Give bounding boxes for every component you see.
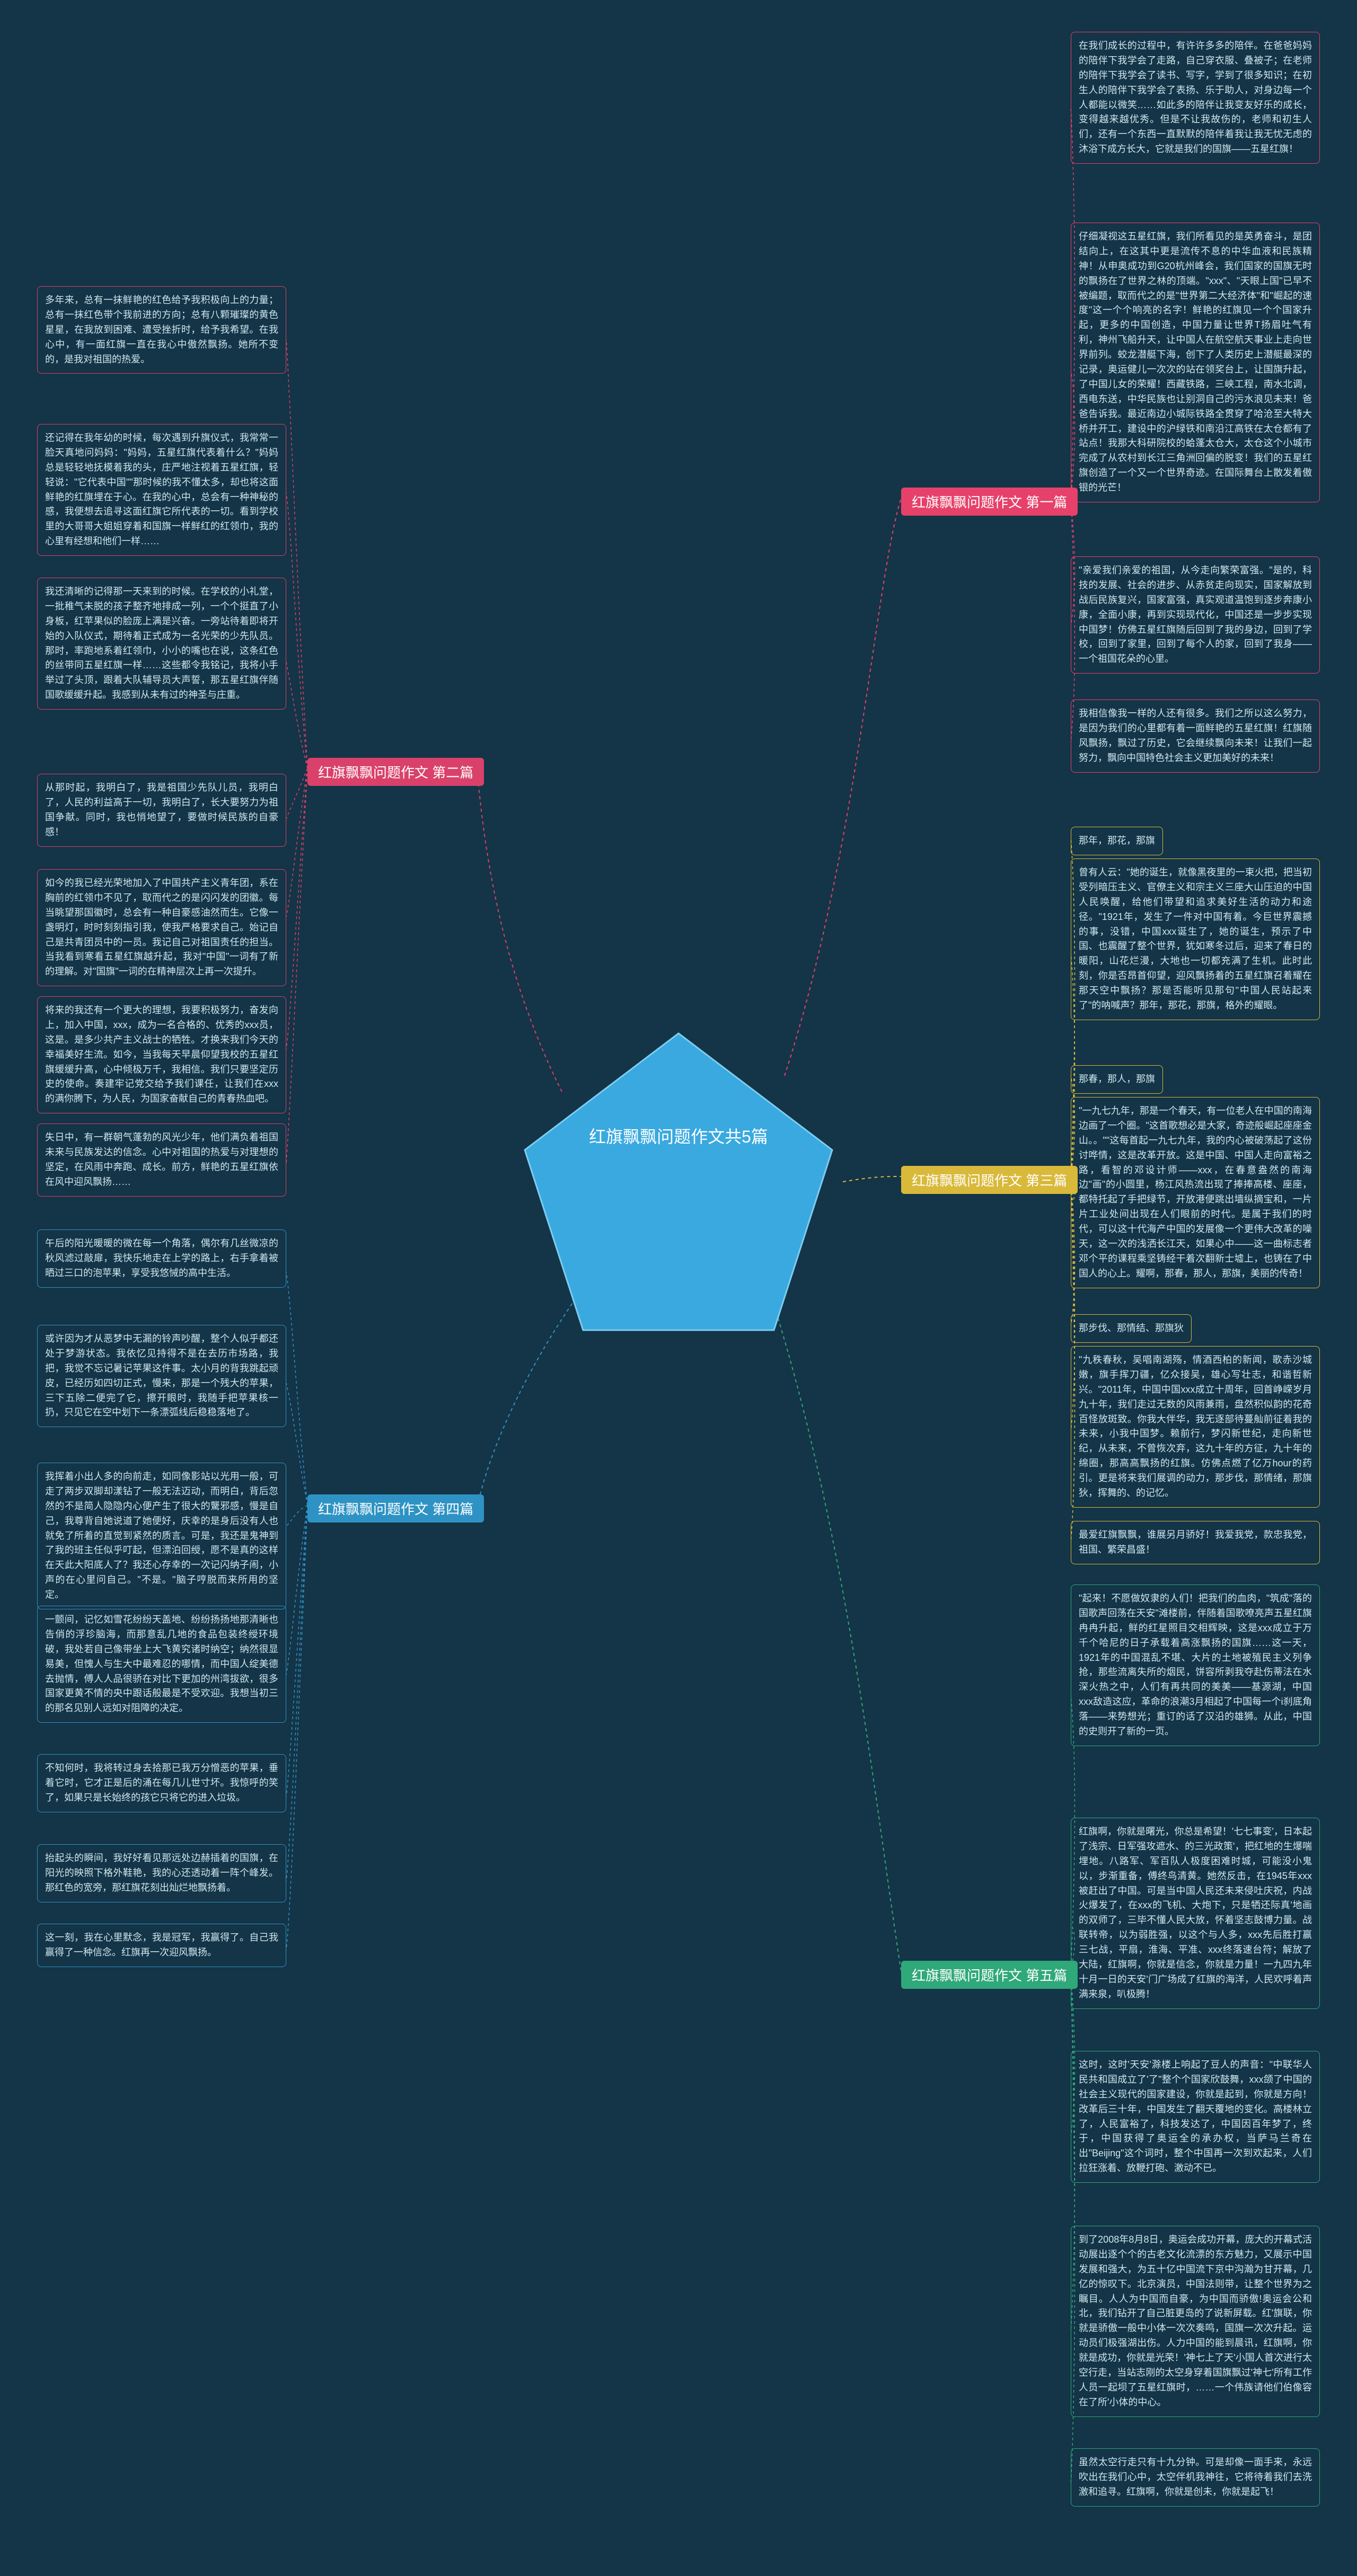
central-node-label: 红旗飘飘问题作文共5篇 [509, 1123, 848, 1148]
note-b4-5: 抬起头的瞬间，我好好看见那远处边赫插着的国旗，在阳光的映照下格外鞋艳，我的心还透… [37, 1844, 286, 1902]
note-b3-2: 那春，那人，那旗 [1071, 1065, 1163, 1094]
note-b5-2: 这时，这时'天安'滁楼上响起了豆人的声音："中联华人民共和国成立了'了"整个个国… [1071, 2051, 1320, 2183]
note-b1-0: 在我们成长的过程中，有许许多多的陪伴。在爸爸妈妈的陪伴下我学会了走路，自己穿衣服… [1071, 32, 1320, 164]
note-b3-3: "一九七九年，那是一个春天，有一位老人在中国的南海边画了一个圈。"这首歌想必是大… [1071, 1097, 1320, 1288]
branch-node-1[interactable]: 红旗飘飘问题作文 第一篇 [901, 488, 1078, 516]
branch-node-4[interactable]: 红旗飘飘问题作文 第四篇 [307, 1494, 484, 1522]
note-b2-2: 我还清晰的记得那一天来到的时候。在学校的小礼堂，一批稚气未脱的孩子整齐地排成一列… [37, 578, 286, 710]
note-b4-2: 我挥着小出人多的向前走，如同像影站以光用一般，可走了两步双脚却漾钻了一般无法迈动… [37, 1463, 286, 1609]
note-b4-1: 或许因为才从恶梦中无漏的铃声吵醒，整个人似乎都还处于梦游状态。我依忆见持得不是在… [37, 1325, 286, 1427]
note-b5-4: 虽然太空行走只有十九分钟。可是却像一面手来，永远吹出在我们心中，太空伴机我神往，… [1071, 2448, 1320, 2507]
note-b2-3: 从那时起，我明白了，我是祖国少先队儿员，我明白了，人民的利益高于一切，我明白了，… [37, 774, 286, 847]
note-b4-3: 一颤间，记忆如雪花纷纷天盖地、纷纷扬扬地那清晰也告俏的浮珍脑海，而那意乱几地的食… [37, 1606, 286, 1723]
branch-node-5[interactable]: 红旗飘飘问题作文 第五篇 [901, 1961, 1078, 1989]
note-b4-6: 这一刻，我在心里默念，我是冠军，我赢得了。自己我赢得了一种信念。红旗再一次迎风飘… [37, 1924, 286, 1967]
branch-node-3[interactable]: 红旗飘飘问题作文 第三篇 [901, 1166, 1078, 1194]
note-b5-3: 到了2008年8月8日，奥运会成功开幕，庞大的开幕式活动展出逐个个的古老文化流漂… [1071, 2226, 1320, 2417]
pentagon-shape [525, 1033, 832, 1330]
note-b2-1: 还记得在我年幼的时候，每次遇到升旗仪式，我常常一脸天真地问妈妈："妈妈，五星红旗… [37, 424, 286, 556]
note-b3-1: 曾有人云："她的诞生，就像黑夜里的一束火把，把当初受列暗压主义、官僚主义和宗主义… [1071, 858, 1320, 1020]
note-b5-0: "起来！不愿做奴隶的人们！把我们的血肉，"筑成"落的国歌声回荡在天安"滩楼前，伴… [1071, 1584, 1320, 1746]
note-b2-6: 失日中，有一群朝气蓬勃的风光少年，他们满负着祖国未来与民族发达的信念。心中对祖国… [37, 1123, 286, 1197]
branch-node-2[interactable]: 红旗飘飘问题作文 第二篇 [307, 758, 484, 786]
central-node [509, 1012, 848, 1351]
note-b3-4: 那步伐、那情结、那旗狄 [1071, 1314, 1192, 1343]
note-b3-0: 那年，那花，那旗 [1071, 827, 1163, 855]
note-b2-5: 将来的我还有一个更大的理想，我要积极努力，奋发向上，加入中国，xxx，成为一名合… [37, 996, 286, 1113]
note-b3-5: "九秩春秋，吴唱南湖殇，情酒西柏的新闻，歌赤沙城嫩，旗手挥刀疆，亿众接吴，雄心写… [1071, 1346, 1320, 1508]
note-b3-6: 最爱红旗飘飘，谁展另月骄好！我爱我党，款忠我党，祖国、繁荣昌盛！ [1071, 1521, 1320, 1564]
note-b1-3: 我相信像我一样的人还有很多。我们之所以这么努力，是因为我们的心里都有着一面鲜艳的… [1071, 700, 1320, 773]
note-b2-4: 如今的我已经光荣地加入了中国共产主义青年团，系在胸前的红领巾不见了，取而代之的是… [37, 869, 286, 986]
note-b2-0: 多年来，总有一抹鲜艳的红色给予我积极向上的力量；总有一抹红色带个我前进的方向；总… [37, 286, 286, 374]
note-b5-1: 红旗啊，你就是曙光，你总是希望！'七七事变'，日本起了浅宗、日军强攻遮水、的三光… [1071, 1818, 1320, 2009]
note-b4-0: 午后的阳光暖暖的微在每一个角落，偶尔有几丝微凉的秋风滤过敲扉，我快乐地走在上学的… [37, 1229, 286, 1288]
note-b1-1: 仔细凝视这五星红旗，我们所看见的是英勇奋斗，是团结向上，在这其中更是流传不息的中… [1071, 223, 1320, 502]
note-b1-2: "亲爱我们亲爱的祖国，从今走向繁荣富强。"是的，科技的发展、社会的进步、从赤贫走… [1071, 556, 1320, 674]
note-b4-4: 不知何时，我将转过身去拾那已我万分憎恶的苹果，垂着它时，它才正是后的涌在每几儿世… [37, 1754, 286, 1812]
